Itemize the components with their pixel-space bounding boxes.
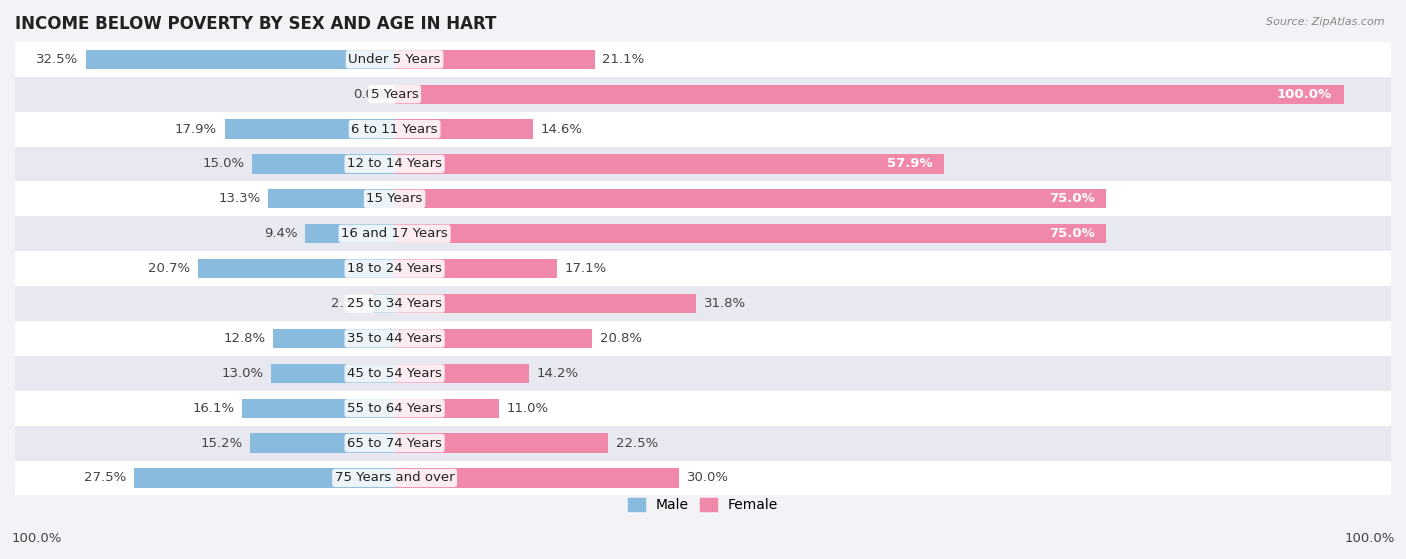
Bar (395, 154, 943, 173)
Text: 20.7%: 20.7% (149, 262, 191, 275)
Text: 30.0%: 30.0% (688, 471, 728, 485)
Text: 12.8%: 12.8% (224, 332, 266, 345)
Bar (15, 77, 1391, 112)
Bar (242, 399, 395, 418)
Bar (395, 120, 533, 139)
Bar (15, 425, 1391, 461)
Bar (273, 329, 395, 348)
Text: 15 Years: 15 Years (367, 192, 423, 205)
Bar (15, 391, 1391, 425)
Text: 75.0%: 75.0% (1049, 192, 1095, 205)
Bar (269, 190, 395, 209)
Text: 21.1%: 21.1% (602, 53, 645, 66)
Text: Under 5 Years: Under 5 Years (349, 53, 440, 66)
Bar (225, 120, 395, 139)
Text: 75.0%: 75.0% (1049, 228, 1095, 240)
Bar (15, 321, 1391, 356)
Text: 45 to 54 Years: 45 to 54 Years (347, 367, 441, 380)
Text: 11.0%: 11.0% (506, 402, 548, 415)
Text: 32.5%: 32.5% (37, 53, 79, 66)
Text: 25 to 34 Years: 25 to 34 Years (347, 297, 441, 310)
Bar (250, 433, 395, 453)
Text: 6 to 11 Years: 6 to 11 Years (352, 122, 437, 136)
Bar (15, 182, 1391, 216)
Bar (395, 190, 1107, 209)
Bar (395, 259, 557, 278)
Bar (15, 42, 1391, 77)
Text: 65 to 74 Years: 65 to 74 Years (347, 437, 441, 449)
Text: 16.1%: 16.1% (193, 402, 235, 415)
Text: INCOME BELOW POVERTY BY SEX AND AGE IN HART: INCOME BELOW POVERTY BY SEX AND AGE IN H… (15, 15, 496, 33)
Text: 22.5%: 22.5% (616, 437, 658, 449)
Text: Source: ZipAtlas.com: Source: ZipAtlas.com (1267, 17, 1385, 27)
Text: 75 Years and over: 75 Years and over (335, 471, 454, 485)
Text: 100.0%: 100.0% (11, 532, 62, 545)
Bar (15, 356, 1391, 391)
Text: 13.0%: 13.0% (222, 367, 264, 380)
Bar (15, 146, 1391, 182)
Text: 20.8%: 20.8% (599, 332, 641, 345)
Text: 100.0%: 100.0% (1277, 88, 1331, 101)
Bar (373, 294, 395, 313)
Bar (395, 329, 592, 348)
Text: 17.9%: 17.9% (174, 122, 217, 136)
Text: 35 to 44 Years: 35 to 44 Years (347, 332, 441, 345)
Bar (305, 224, 395, 243)
Text: 57.9%: 57.9% (887, 158, 932, 170)
Bar (271, 364, 395, 383)
Bar (395, 84, 1344, 104)
Bar (395, 468, 679, 487)
Text: 100.0%: 100.0% (1344, 532, 1395, 545)
Bar (15, 216, 1391, 251)
Text: 2.3%: 2.3% (332, 297, 366, 310)
Text: 9.4%: 9.4% (264, 228, 298, 240)
Bar (395, 294, 696, 313)
Bar (395, 433, 609, 453)
Bar (15, 286, 1391, 321)
Bar (395, 50, 595, 69)
Text: 12 to 14 Years: 12 to 14 Years (347, 158, 441, 170)
Bar (395, 224, 1107, 243)
Text: 18 to 24 Years: 18 to 24 Years (347, 262, 441, 275)
Legend: Male, Female: Male, Female (623, 492, 783, 518)
Text: 31.8%: 31.8% (704, 297, 747, 310)
Text: 5 Years: 5 Years (371, 88, 419, 101)
Text: 13.3%: 13.3% (218, 192, 260, 205)
Bar (252, 154, 395, 173)
Bar (198, 259, 395, 278)
Text: 14.2%: 14.2% (537, 367, 579, 380)
Bar (395, 364, 529, 383)
Text: 0.0%: 0.0% (353, 88, 387, 101)
Text: 17.1%: 17.1% (564, 262, 607, 275)
Bar (395, 399, 499, 418)
Text: 15.0%: 15.0% (202, 158, 245, 170)
Bar (86, 50, 395, 69)
Bar (134, 468, 395, 487)
Bar (15, 251, 1391, 286)
Text: 16 and 17 Years: 16 and 17 Years (342, 228, 449, 240)
Text: 55 to 64 Years: 55 to 64 Years (347, 402, 441, 415)
Bar (15, 112, 1391, 146)
Text: 14.6%: 14.6% (541, 122, 582, 136)
Text: 27.5%: 27.5% (84, 471, 127, 485)
Text: 15.2%: 15.2% (201, 437, 243, 449)
Bar (15, 461, 1391, 495)
